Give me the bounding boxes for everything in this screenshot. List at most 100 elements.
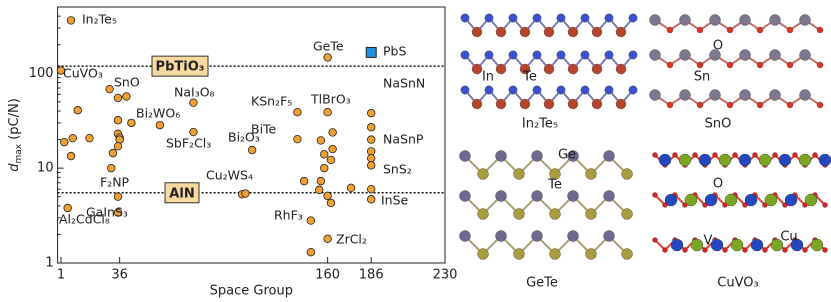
atom bbox=[786, 26, 794, 34]
atom bbox=[615, 63, 627, 75]
atom bbox=[477, 208, 489, 220]
data-point bbox=[241, 189, 250, 198]
atom bbox=[666, 61, 674, 69]
atom bbox=[678, 153, 692, 167]
atom bbox=[772, 152, 778, 158]
data-point bbox=[323, 191, 332, 201]
data-point bbox=[367, 184, 376, 194]
atom bbox=[696, 61, 704, 69]
atom bbox=[513, 248, 525, 260]
data-point bbox=[323, 234, 332, 243]
atom bbox=[710, 238, 724, 252]
atom bbox=[460, 13, 470, 23]
bond bbox=[464, 194, 628, 216]
atom bbox=[786, 101, 794, 109]
atom bbox=[658, 153, 672, 167]
atom bbox=[672, 152, 678, 158]
atom bbox=[730, 238, 744, 252]
atom bbox=[615, 98, 627, 110]
atom bbox=[804, 193, 818, 207]
point-label: SnS₂ bbox=[383, 162, 412, 177]
atom bbox=[718, 153, 732, 167]
atom bbox=[750, 238, 764, 252]
atom bbox=[484, 85, 494, 95]
point-label: NaSnP bbox=[383, 132, 424, 147]
atom bbox=[621, 248, 633, 260]
atom bbox=[799, 14, 811, 26]
atom bbox=[652, 237, 658, 243]
point-label: PbS bbox=[383, 44, 406, 59]
data-point bbox=[323, 53, 332, 62]
atom bbox=[628, 85, 638, 95]
atom bbox=[567, 150, 579, 162]
reference-label: AlN bbox=[169, 186, 194, 201]
data-point bbox=[113, 93, 123, 103]
atom bbox=[585, 248, 597, 260]
atom bbox=[477, 168, 489, 180]
atom bbox=[591, 63, 603, 75]
point-label: Al₂CdCl₈ bbox=[59, 212, 110, 227]
atom bbox=[704, 193, 718, 207]
data-point bbox=[105, 84, 114, 94]
data-point bbox=[315, 185, 324, 195]
data-point bbox=[346, 183, 356, 193]
atom bbox=[696, 26, 704, 34]
atom bbox=[822, 247, 828, 253]
data-point bbox=[113, 208, 123, 217]
atom bbox=[556, 13, 566, 23]
atom bbox=[782, 247, 788, 253]
y-label-subscript: max bbox=[14, 143, 24, 163]
x-tick-label: 186 bbox=[359, 268, 384, 283]
atom bbox=[764, 193, 778, 207]
atom bbox=[532, 50, 542, 60]
data-point bbox=[189, 98, 198, 107]
y-label-symbol: d bbox=[7, 163, 22, 172]
atom-label: Ge bbox=[558, 148, 576, 163]
atom bbox=[790, 238, 804, 252]
data-point bbox=[365, 46, 377, 58]
data-point bbox=[66, 151, 76, 161]
atom bbox=[603, 150, 615, 162]
point-label: GaInS₃ bbox=[86, 205, 128, 220]
atom bbox=[816, 101, 824, 109]
atom bbox=[786, 61, 794, 69]
structure-title: CuVO₃ bbox=[717, 276, 758, 291]
atom bbox=[591, 26, 603, 38]
data-point bbox=[113, 192, 123, 201]
bond bbox=[464, 154, 628, 176]
atom bbox=[822, 202, 828, 208]
atom bbox=[758, 153, 772, 167]
atom bbox=[752, 152, 758, 158]
atom bbox=[770, 238, 784, 252]
data-point bbox=[299, 176, 309, 186]
point-label: F₂NP bbox=[100, 175, 130, 190]
atom bbox=[495, 98, 507, 110]
atom bbox=[477, 248, 489, 260]
plot-frame bbox=[57, 6, 446, 264]
point-label: SbF₂Cl₃ bbox=[166, 136, 211, 151]
y-axis-label: dmax (pC/N) bbox=[7, 98, 24, 172]
data-point bbox=[293, 107, 302, 117]
atom bbox=[531, 230, 543, 242]
point-label: GeTe bbox=[313, 39, 344, 54]
x-tick-label: 1 bbox=[57, 268, 65, 283]
data-point bbox=[306, 247, 316, 257]
data-point bbox=[68, 133, 77, 143]
atom bbox=[810, 238, 824, 252]
atom bbox=[799, 89, 811, 101]
atom bbox=[628, 13, 638, 23]
atom bbox=[585, 168, 597, 180]
atom bbox=[679, 49, 691, 61]
atom bbox=[585, 208, 597, 220]
atom bbox=[816, 61, 824, 69]
atom bbox=[662, 247, 668, 253]
data-point bbox=[367, 161, 376, 170]
atom bbox=[702, 247, 708, 253]
atom bbox=[567, 63, 579, 75]
atom bbox=[459, 230, 471, 242]
x-axis-label: Space Group bbox=[210, 284, 293, 299]
atom bbox=[762, 247, 768, 253]
data-point bbox=[189, 127, 198, 137]
atom bbox=[732, 152, 738, 158]
reference-box bbox=[151, 55, 209, 77]
